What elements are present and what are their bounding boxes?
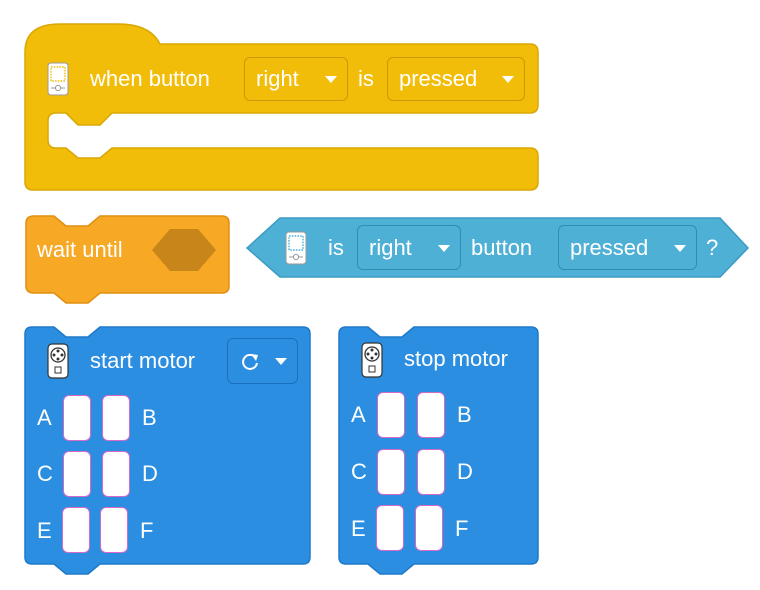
port-label-e: E	[37, 518, 52, 543]
port-d-toggle[interactable]	[102, 451, 130, 497]
button-select-dropdown[interactable]: right	[244, 57, 348, 101]
wait-until-label: wait until	[37, 237, 123, 262]
condition-slot	[152, 229, 216, 271]
is-label: is	[358, 66, 374, 91]
rotate-clockwise-icon	[239, 351, 261, 379]
port-f-toggle[interactable]	[100, 507, 128, 553]
port-label-a: A	[37, 405, 52, 430]
port-b-toggle[interactable]	[417, 392, 445, 438]
stop-motor-label: stop motor	[404, 346, 508, 371]
sensor-is-label: is	[328, 235, 344, 260]
chevron-down-icon	[275, 358, 287, 365]
port-label-c: C	[351, 459, 367, 484]
port-label-b: B	[457, 402, 472, 427]
button-select-value: right	[256, 66, 299, 91]
port-label-d: D	[457, 459, 473, 484]
wait-block-body	[25, 215, 230, 304]
hub-icon	[285, 231, 307, 270]
chevron-down-icon	[325, 76, 337, 83]
port-e-toggle[interactable]	[62, 507, 90, 553]
chevron-down-icon	[438, 244, 450, 252]
port-label-f: F	[140, 518, 154, 543]
port-label-f: F	[455, 516, 469, 541]
port-a-toggle[interactable]	[63, 395, 91, 441]
direction-dropdown[interactable]	[227, 338, 298, 384]
port-label-c: C	[37, 461, 53, 486]
stop-motor-shape	[338, 326, 539, 575]
sensor-button-value: right	[369, 234, 412, 260]
button-state-dropdown[interactable]: pressed	[387, 57, 525, 101]
hub-icon	[47, 62, 69, 101]
port-label-e: E	[351, 516, 366, 541]
sensor-button-label: button	[471, 235, 533, 260]
port-b-toggle[interactable]	[102, 395, 130, 441]
chevron-down-icon	[502, 76, 514, 83]
start-motor-label: start motor	[90, 348, 196, 373]
port-label-d: D	[142, 461, 158, 486]
port-c-toggle[interactable]	[63, 451, 91, 497]
motor-icon	[361, 342, 383, 383]
sensor-state-dropdown[interactable]: pressed	[558, 225, 697, 270]
port-label-a: A	[351, 402, 366, 427]
button-state-value: pressed	[399, 66, 478, 91]
port-d-toggle[interactable]	[417, 449, 445, 495]
port-a-toggle[interactable]	[377, 392, 405, 438]
chevron-down-icon	[674, 244, 686, 252]
question-mark: ?	[706, 235, 719, 260]
port-c-toggle[interactable]	[377, 449, 405, 495]
sensor-button-dropdown[interactable]: right	[357, 225, 461, 270]
start-motor-shape	[24, 326, 311, 575]
when-button-label: when button	[90, 66, 210, 91]
sensor-state-value: pressed	[570, 234, 649, 260]
port-label-b: B	[142, 405, 157, 430]
motor-icon	[47, 343, 69, 384]
port-e-toggle[interactable]	[376, 505, 404, 551]
port-f-toggle[interactable]	[415, 505, 443, 551]
